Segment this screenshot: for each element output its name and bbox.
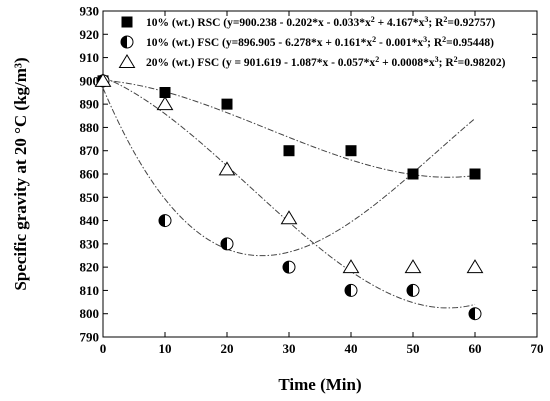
data-point-s1 xyxy=(221,98,233,110)
axis-ticks: 0 10 20 30 40 50 60 70 790 800 810 820 830 840 850 860 8… xyxy=(80,4,544,357)
x-tick-label: 60 xyxy=(469,341,482,356)
data-point-s2 xyxy=(158,214,172,228)
data-point-s2 xyxy=(344,283,358,297)
y-tick-label: 900 xyxy=(80,73,100,88)
x-tick-label: 70 xyxy=(531,341,544,356)
y-tick-label: 850 xyxy=(80,190,100,205)
y-tick-label: 880 xyxy=(80,120,100,135)
y-tick-label: 890 xyxy=(80,97,100,112)
data-point-s1 xyxy=(283,145,295,157)
x-tick-label: 20 xyxy=(221,341,234,356)
legend: 10% (wt.) RSC (y=900.238 - 0.202*x - 0.0… xyxy=(118,15,506,70)
data-point-s3 xyxy=(218,161,236,176)
data-point-s2 xyxy=(406,283,420,297)
legend-marker-3 xyxy=(118,54,136,68)
x-tick-label: 10 xyxy=(159,341,172,356)
x-tick-label: 30 xyxy=(283,341,296,356)
y-tick-label: 830 xyxy=(80,236,100,251)
y-tick-label: 840 xyxy=(80,213,100,228)
legend-marker-1 xyxy=(121,16,133,28)
data-point-s3 xyxy=(404,259,422,274)
data-point-s3 xyxy=(94,72,112,87)
data-point-s1 xyxy=(469,168,481,180)
x-tick-label: 40 xyxy=(345,341,358,356)
y-tick-label: 800 xyxy=(80,306,100,321)
y-tick-label: 860 xyxy=(80,167,100,182)
y-tick-label: 820 xyxy=(80,260,100,275)
data-point-s2 xyxy=(282,260,296,274)
data-point-s3 xyxy=(280,210,298,225)
y-tick-label: 790 xyxy=(80,330,100,345)
data-point-s1 xyxy=(407,168,419,180)
y-tick-label: 920 xyxy=(80,27,100,42)
y-tick-label: 910 xyxy=(80,50,100,65)
data-point-s2 xyxy=(468,307,482,321)
legend-entry-2: 10% (wt.) FSC (y=896.905 - 6.278*x + 0.1… xyxy=(146,35,494,50)
data-point-s3 xyxy=(466,259,484,274)
fit-curve-2 xyxy=(102,87,476,257)
data-points xyxy=(94,72,484,321)
legend-entry-1: 10% (wt.) RSC (y=900.238 - 0.202*x - 0.0… xyxy=(146,15,495,30)
x-tick-label: 50 xyxy=(407,341,420,356)
x-axis-label: Time (Min) xyxy=(278,375,361,394)
data-point-s3 xyxy=(156,96,174,111)
data-point-s3 xyxy=(342,259,360,274)
y-tick-label: 930 xyxy=(80,4,100,19)
legend-entry-3: 20% (wt.) FSC (y = 901.619 - 1.087*x - 0… xyxy=(146,55,506,70)
fit-curve-1 xyxy=(102,79,476,178)
legend-marker-2 xyxy=(120,35,134,49)
data-point-s1 xyxy=(345,145,357,157)
y-tick-label: 870 xyxy=(80,143,100,158)
fit-curve-3 xyxy=(102,76,476,309)
x-tick-label: 0 xyxy=(100,341,107,356)
y-axis-label: Specific gravity at 20 °C (kg/m³) xyxy=(11,57,30,290)
data-point-s1 xyxy=(159,87,171,98)
data-point-s2 xyxy=(220,237,234,251)
y-tick-label: 810 xyxy=(80,283,100,298)
